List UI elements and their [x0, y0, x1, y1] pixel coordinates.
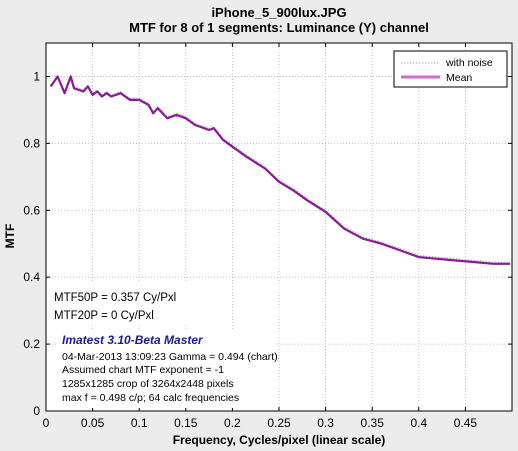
series-lines — [49, 74, 511, 265]
y-axis-ticks: 0 0.2 0.4 0.6 0.8 1 — [23, 69, 512, 418]
y-tick-label: 0.4 — [23, 270, 40, 284]
legend-box — [393, 50, 508, 88]
x-tick-label: 0.25 — [267, 416, 291, 430]
legend: with noise Mean — [393, 50, 508, 88]
x-axis-ticks: 0 0.05 0.1 0.15 0.2 0.25 0.3 0.35 0.4 0.45 — [43, 43, 478, 430]
x-tick-label: 0.05 — [81, 416, 105, 430]
legend-entry-noise: with noise — [445, 57, 493, 69]
mtf20-annotation: MTF20P = 0 Cy/Pxl — [54, 310, 154, 322]
x-tick-label: 0.2 — [224, 416, 241, 430]
chart-title-line1: iPhone_5_900lux.JPG — [211, 5, 346, 20]
mtf-summary-box — [50, 283, 198, 325]
x-tick-label: 0.15 — [174, 416, 198, 430]
x-tick-label: 0.3 — [317, 416, 334, 430]
brand-label: Imatest 3.10-Beta Master — [62, 333, 204, 347]
info-box — [56, 331, 276, 408]
chart-title-line2: MTF for 8 of 1 segments: Luminance (Y) c… — [129, 20, 429, 35]
info-line-4: max f = 0.498 c/p; 64 calc frequencies — [62, 392, 239, 404]
legend-entry-mean: Mean — [446, 72, 472, 84]
y-axis-label: MTF — [3, 224, 17, 249]
y-tick-label: 1 — [33, 69, 40, 83]
info-line-1: 04-Mar-2013 13:09:23 Gamma = 0.494 (char… — [62, 351, 278, 363]
x-tick-label: 0 — [43, 416, 50, 430]
x-axis-label: Frequency, Cycles/pixel (linear scale) — [173, 433, 386, 447]
mtf50-annotation: MTF50P = 0.357 Cy/Pxl — [54, 292, 176, 304]
y-tick-label: 0 — [33, 404, 40, 418]
x-tick-label: 0.1 — [131, 416, 148, 430]
info-line-2: Assumed chart MTF exponent = -1 — [62, 364, 224, 376]
x-tick-label: 0.45 — [454, 416, 478, 430]
x-tick-label: 0.4 — [410, 416, 427, 430]
y-tick-label: 0.6 — [23, 203, 40, 217]
series-line-with-noise — [50, 74, 511, 263]
y-tick-label: 0.8 — [23, 136, 40, 150]
series-line-mean — [49, 75, 511, 265]
info-line-3: 1285x1285 crop of 3264x2448 pixels — [62, 378, 234, 390]
y-tick-label: 0.2 — [23, 337, 40, 351]
x-tick-label: 0.35 — [361, 416, 385, 430]
